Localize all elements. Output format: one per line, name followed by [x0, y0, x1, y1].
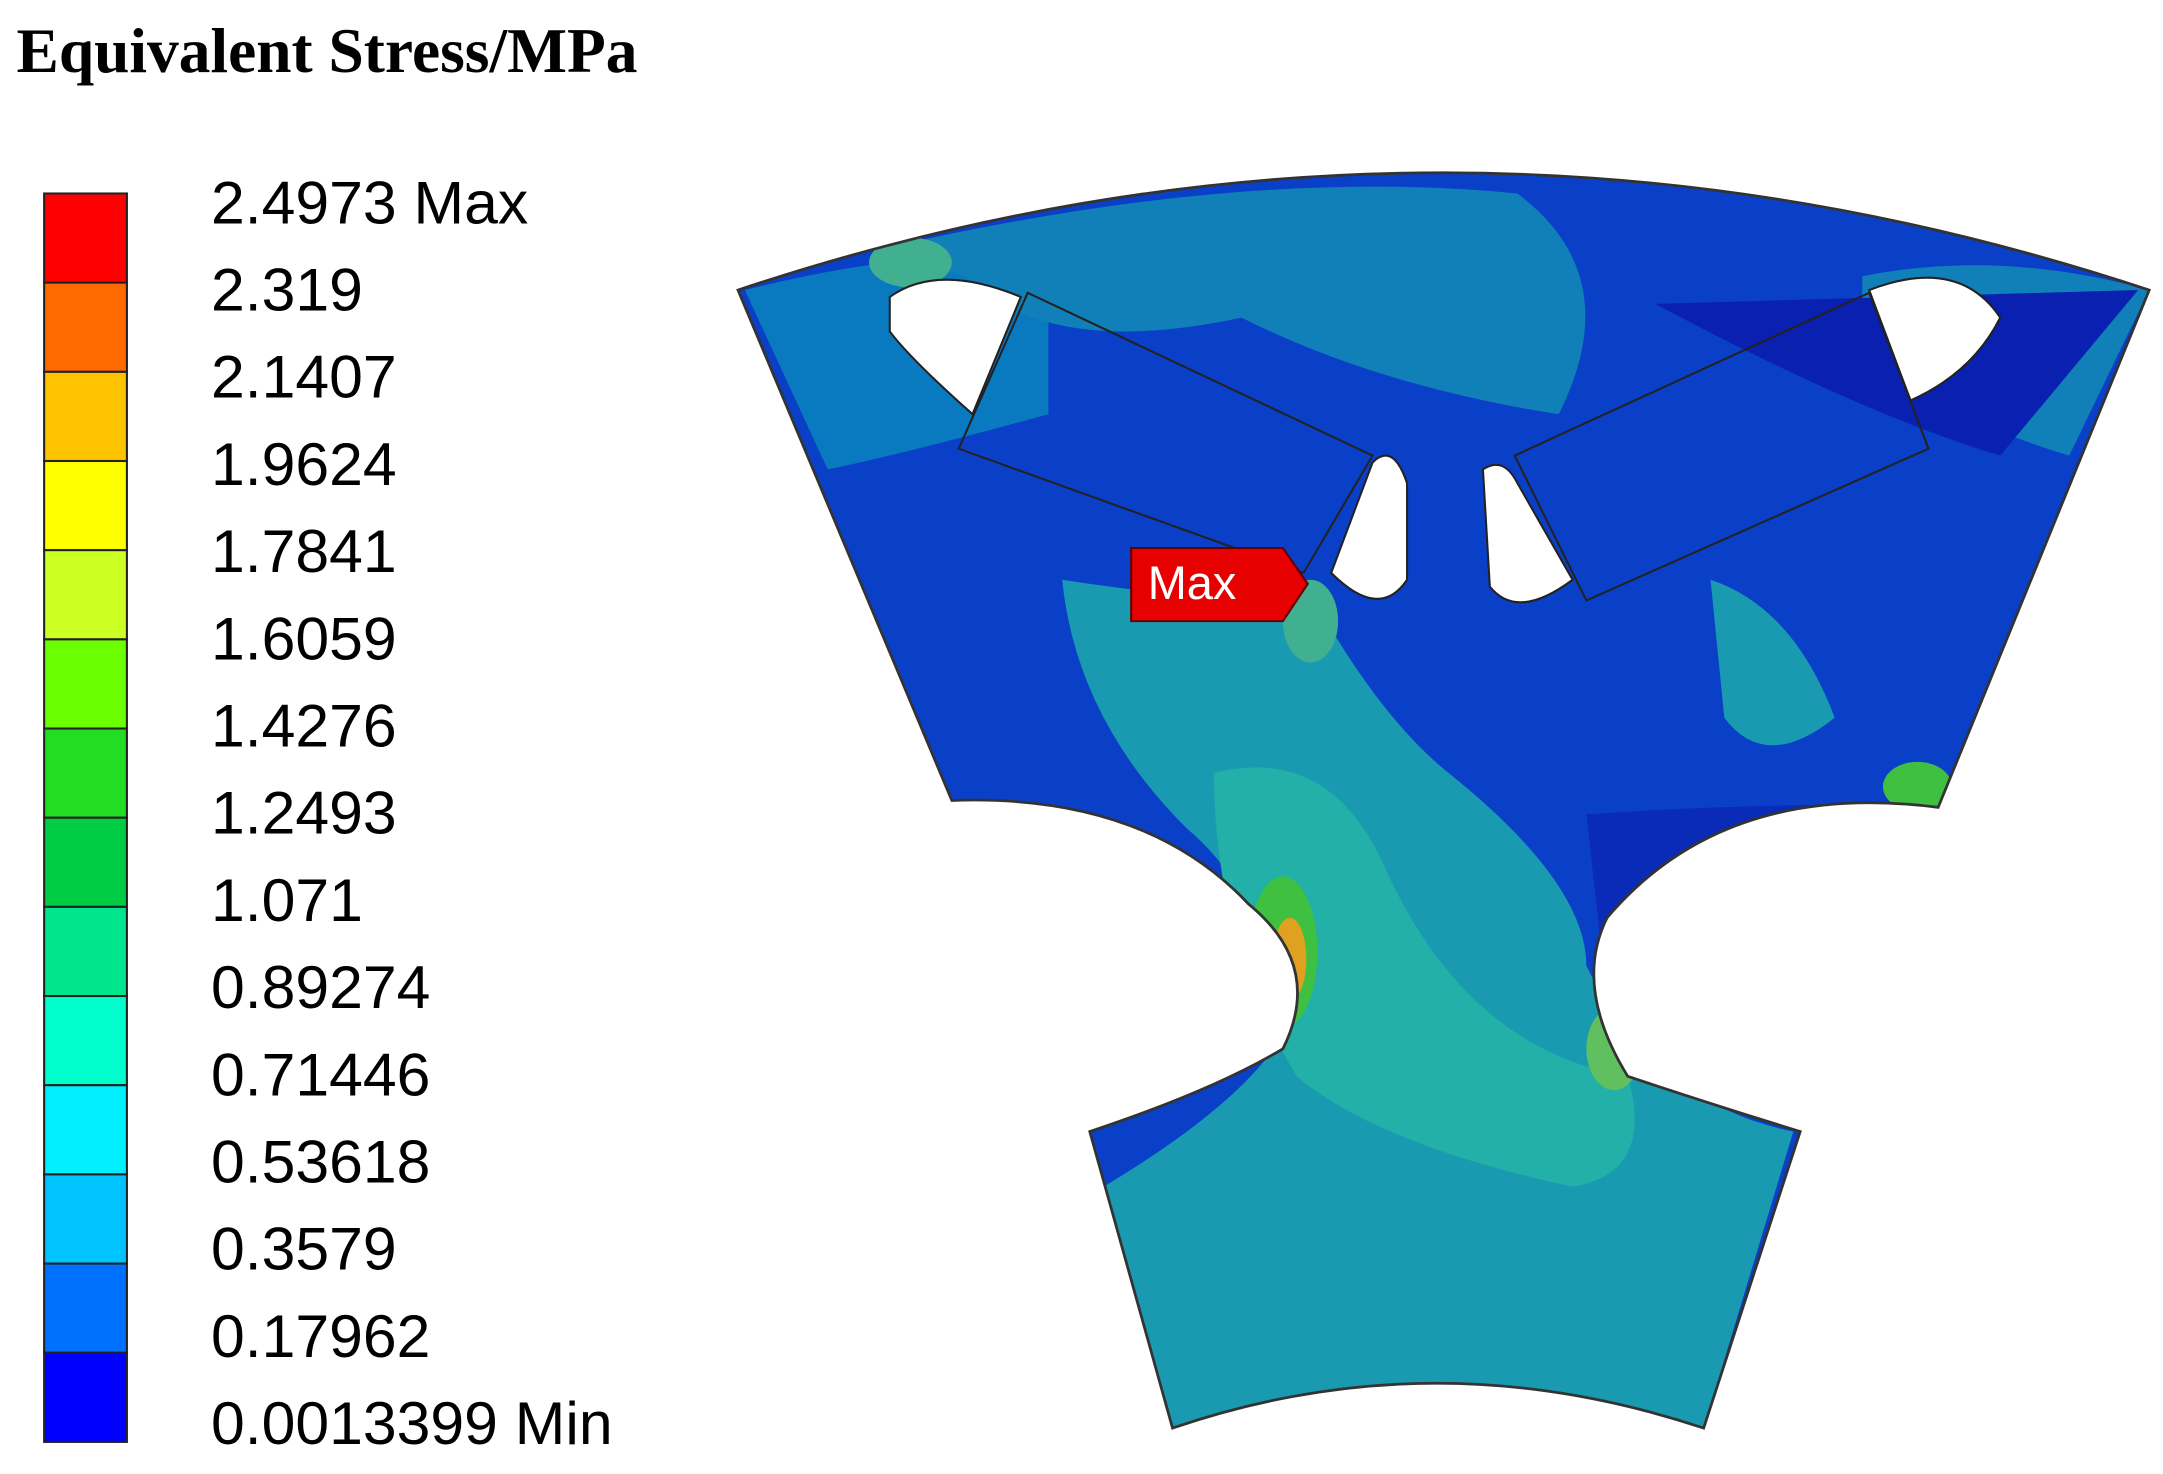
title: Equivalent Stress/MPa: [17, 15, 638, 86]
legend-swatch: [43, 727, 128, 819]
legend-swatch: [43, 1173, 128, 1265]
magnet: [1513, 291, 1930, 602]
hole: [1867, 276, 2002, 402]
legend-label: 2.1407: [211, 343, 397, 411]
legend-swatch: [43, 995, 128, 1087]
stress-hotspot: [1882, 761, 1952, 812]
max-marker: Max: [1130, 546, 1309, 623]
magnet-outlines: [957, 291, 1930, 602]
contour-zone: [1710, 579, 1835, 746]
legend-label: 2.4973 Max: [211, 168, 528, 236]
magnet: [957, 291, 1375, 575]
legend-swatch: [43, 549, 128, 641]
legend-label: 1.071: [211, 866, 363, 934]
stress-hotspot: [1248, 876, 1318, 1029]
legend: 2.4973 Max 2.319 2.1407 1.9624 1.7841 1.6059 1…: [43, 168, 613, 1457]
hole: [888, 278, 1023, 416]
contour-zone: [1655, 290, 2139, 456]
hole: [1481, 463, 1574, 604]
legend-label: 1.6059: [211, 604, 397, 672]
legend-label: 1.9624: [211, 430, 397, 498]
slots: [888, 276, 2002, 604]
legend-swatch: [43, 1351, 128, 1443]
legend-label: 2.319: [211, 256, 363, 324]
contour-zone: [1213, 767, 1635, 1187]
legend-label: 0.71446: [211, 1040, 430, 1108]
legend-swatch: [43, 1084, 128, 1176]
legend-label: 0.3579: [211, 1215, 397, 1283]
legend-swatch: [43, 816, 128, 908]
legend-swatch: [43, 192, 128, 284]
max-label: Max: [1148, 557, 1237, 609]
max-tag: [1130, 546, 1309, 623]
legend-swatch: [43, 459, 128, 552]
legend-swatch: [43, 370, 128, 463]
legend-swatch: [43, 905, 128, 998]
contour-zone: [882, 186, 1586, 415]
stress-hotspot: [869, 237, 952, 288]
legend-label: 1.4276: [211, 692, 397, 760]
legend-label: 1.7841: [211, 517, 397, 585]
legend-label: 0.0013399 Min: [211, 1389, 613, 1457]
legend-label: 0.89274: [211, 953, 430, 1021]
contour-zone: [1586, 805, 1939, 947]
legend-swatch: [43, 1262, 128, 1354]
legend-label: 0.53618: [211, 1128, 430, 1196]
legend-swatch: [43, 638, 128, 730]
legend-label: 1.2493: [211, 779, 397, 847]
hole: [1329, 454, 1409, 600]
legend-swatch: [43, 281, 128, 373]
legend-label: 0.17962: [211, 1302, 430, 1370]
